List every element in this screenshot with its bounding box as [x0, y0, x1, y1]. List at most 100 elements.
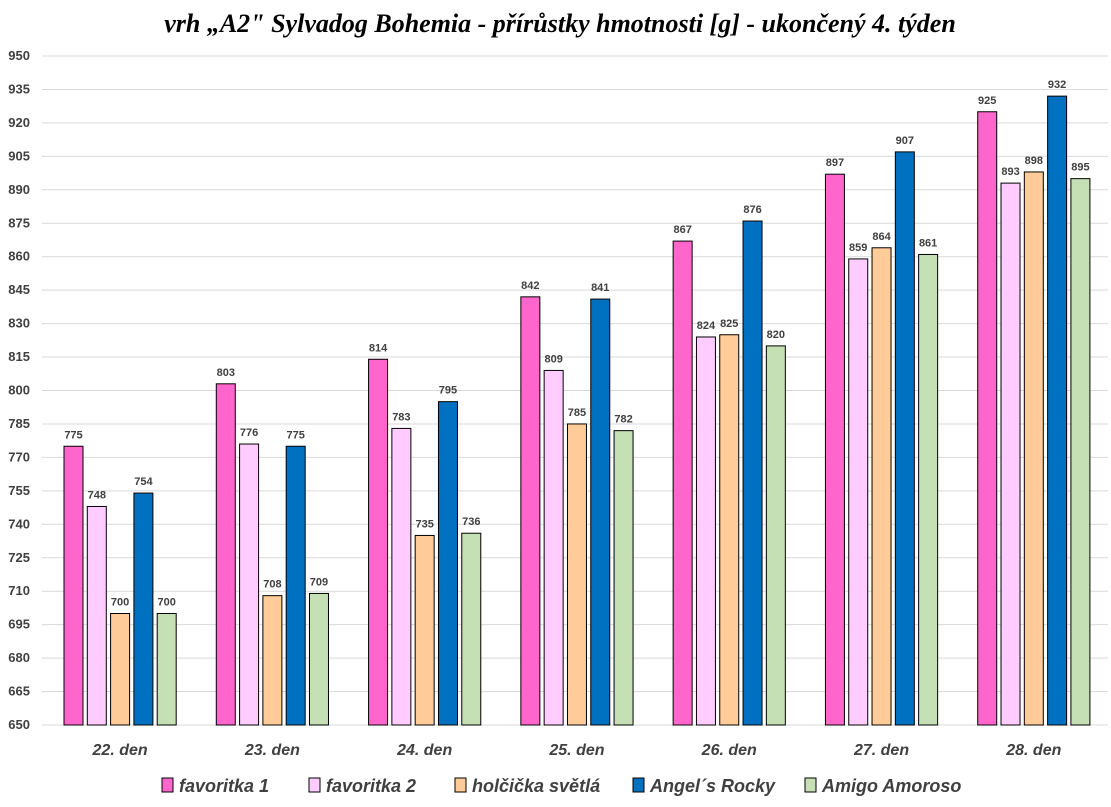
y-tick-label: 665	[8, 684, 30, 699]
bar	[414, 534, 435, 726]
data-label: 775	[287, 429, 305, 441]
bar	[1023, 171, 1044, 726]
bar	[543, 369, 564, 726]
bar	[1047, 95, 1068, 726]
bar	[613, 430, 634, 726]
bar	[590, 298, 611, 726]
data-label: 861	[919, 237, 937, 249]
bar	[848, 258, 869, 726]
data-label: 795	[439, 385, 457, 397]
y-axis-ticks: 650 665 680 695 710 725 740 755 770 785 800 815 830 8…	[8, 48, 30, 732]
legend-label: Angel´s Rocky	[649, 776, 776, 796]
y-tick-label: 785	[8, 416, 30, 431]
y-tick-label: 830	[8, 316, 30, 331]
data-label: 776	[240, 427, 258, 439]
legend-label: holčička světlá	[472, 776, 600, 796]
data-label: 809	[544, 353, 562, 365]
y-tick-label: 755	[8, 483, 30, 498]
legend-label: favoritka 1	[179, 776, 269, 796]
y-tick-label: 650	[8, 717, 30, 732]
legend-swatch	[454, 777, 467, 793]
legend-swatch	[632, 777, 645, 793]
bar	[215, 383, 236, 726]
bar	[368, 358, 389, 726]
data-label: 895	[1071, 162, 1089, 174]
data-label: 859	[849, 242, 867, 254]
data-label: 932	[1048, 79, 1066, 91]
bar	[262, 595, 283, 726]
bar	[566, 423, 587, 726]
y-tick-label: 845	[8, 282, 30, 297]
data-label: 754	[134, 476, 153, 488]
data-label: 907	[896, 135, 914, 147]
data-label: 820	[767, 329, 785, 341]
y-tick-label: 740	[8, 516, 30, 531]
data-label: 876	[743, 204, 761, 216]
data-label: 864	[872, 231, 891, 243]
data-label: 867	[673, 224, 691, 236]
bar	[719, 334, 740, 726]
y-tick-label: 680	[8, 650, 30, 665]
bar	[672, 240, 693, 726]
bar	[308, 592, 329, 726]
y-tick-label: 935	[8, 81, 30, 96]
y-tick-label: 770	[8, 449, 30, 464]
bar	[894, 151, 915, 726]
y-tick-label: 950	[8, 48, 30, 63]
y-tick-label: 905	[8, 148, 30, 163]
data-label: 735	[415, 518, 433, 530]
bar	[110, 613, 131, 726]
bar	[977, 111, 998, 726]
data-label: 782	[614, 414, 632, 426]
x-tick-label: 24. den	[396, 742, 452, 759]
bar	[285, 445, 306, 726]
data-label: 700	[111, 597, 129, 609]
y-tick-label: 710	[8, 583, 30, 598]
data-label: 700	[158, 597, 176, 609]
bar	[437, 401, 458, 726]
bar	[520, 296, 541, 726]
data-label: 775	[64, 429, 82, 441]
data-label: 842	[521, 280, 539, 292]
chart-title: vrh „A2" Sylvadog Bohemia - přírůstky hm…	[164, 9, 956, 38]
data-label: 785	[568, 407, 586, 419]
data-labels: 775 748 700 754 700 803 776 708 775 709 814 783 735 7…	[64, 79, 1089, 608]
data-label: 708	[263, 579, 281, 591]
data-label: 824	[697, 320, 716, 332]
data-label: 814	[369, 342, 388, 354]
bar	[239, 443, 260, 726]
x-tick-label: 26. den	[701, 742, 757, 759]
data-label: 748	[88, 489, 106, 501]
bar	[765, 345, 786, 726]
bar	[86, 505, 107, 726]
data-label: 893	[1001, 166, 1019, 178]
bar	[1000, 182, 1021, 726]
bar	[461, 532, 482, 726]
legend-label: favoritka 2	[326, 776, 416, 796]
y-tick-label: 875	[8, 215, 30, 230]
y-tick-label: 890	[8, 182, 30, 197]
bar	[1070, 178, 1091, 726]
x-tick-label: 23. den	[244, 742, 300, 759]
legend-swatch	[308, 777, 321, 793]
bar	[871, 247, 892, 726]
y-tick-label: 920	[8, 115, 30, 130]
legend-swatch	[161, 777, 174, 793]
legend-label: Amigo Amoroso	[821, 776, 961, 796]
bar	[133, 492, 154, 726]
x-tick-label: 27. den	[853, 742, 909, 759]
x-tick-label: 28. den	[1005, 742, 1061, 759]
x-axis-ticks: 22. den 23. den 24. den 25. den 26. den 27. d…	[92, 742, 1062, 759]
data-label: 898	[1025, 155, 1043, 167]
data-label: 925	[978, 95, 996, 107]
legend: favoritka 1 favoritka 2 holčička světlá An…	[161, 776, 961, 796]
data-label: 897	[826, 157, 844, 169]
data-label: 825	[720, 318, 738, 330]
legend-swatch	[804, 777, 817, 793]
data-label: 783	[392, 411, 410, 423]
data-label: 803	[217, 367, 235, 379]
y-tick-label: 725	[8, 550, 30, 565]
y-tick-label: 695	[8, 617, 30, 632]
